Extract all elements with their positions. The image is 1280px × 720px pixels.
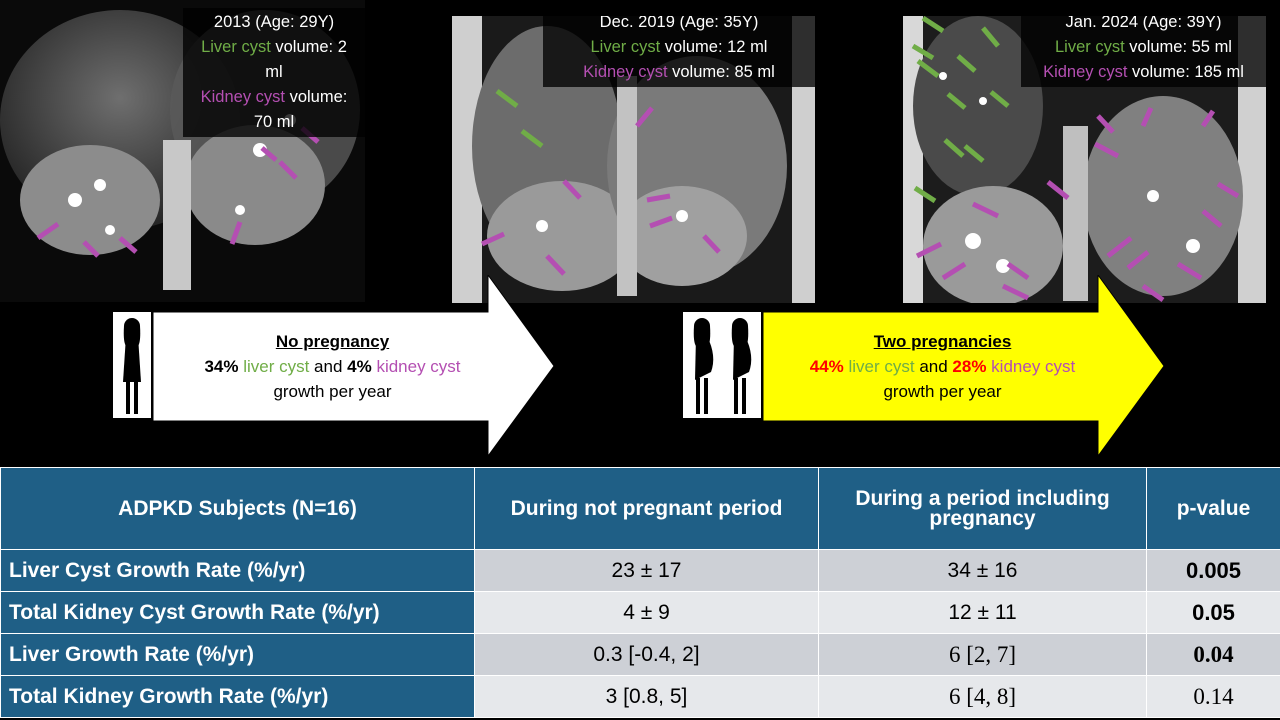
liver-cyst-volume: Liver cyst volume: 12 ml — [590, 38, 768, 56]
liver-cyst-volume: Liver cyst volume: 2 ml — [201, 38, 347, 81]
mri-image-2013: 2013 (Age: 29Y) Liver cyst volume: 2 ml … — [0, 0, 365, 302]
kidney-cyst-volume: Kidney cyst volume: 70 ml — [200, 88, 348, 131]
non-pregnant-woman-icon — [111, 310, 153, 420]
liver-cyst-volume: Liver cyst volume: 55 ml — [1055, 38, 1232, 56]
kidney-cyst-volume: Kidney cyst volume: 185 ml — [1043, 63, 1244, 81]
not-pregnant-value: 23 ± 17 — [474, 549, 819, 592]
row-label: Total Kidney Growth Rate (%/yr) — [0, 675, 475, 718]
pregnancy-value: 34 ± 16 — [818, 549, 1147, 592]
row-label: Liver Growth Rate (%/yr) — [0, 633, 475, 676]
p-value: 0.05 — [1146, 591, 1280, 634]
scan-date-label: Jan. 2024 (Age: 39Y) — [1065, 16, 1222, 31]
not-pregnant-value: 0.3 [-0.4, 2] — [474, 633, 819, 676]
mri-image-2024: Jan. 2024 (Age: 39Y) Liver cyst volume: … — [903, 16, 1266, 303]
header-p-value: p-value — [1146, 467, 1280, 550]
two-pregnancies-arrow — [763, 275, 1166, 458]
growth-summary: 34% liver cyst and 4% kidney cyst — [204, 357, 461, 376]
pregnancy-value: 12 ± 11 — [818, 591, 1147, 634]
mri-caption-2019: Dec. 2019 (Age: 35Y) Liver cyst volume: … — [543, 16, 815, 87]
pregnancy-value: 6 [4, 8] — [818, 675, 1147, 718]
table-header-row: ADPKD Subjects (N=16) During not pregnan… — [0, 467, 1280, 550]
no-pregnancy-arrow — [153, 275, 556, 458]
table-row: Total Kidney Growth Rate (%/yr) 3 [0.8, … — [0, 675, 1280, 718]
scan-date-label: Dec. 2019 (Age: 35Y) — [599, 16, 759, 31]
not-pregnant-value: 3 [0.8, 5] — [474, 675, 819, 718]
scan-date-label: 2013 (Age: 29Y) — [213, 13, 335, 31]
row-label: Total Kidney Cyst Growth Rate (%/yr) — [0, 591, 475, 634]
growth-summary-unit: growth per year — [273, 382, 392, 401]
mri-caption-2024: Jan. 2024 (Age: 39Y) Liver cyst volume: … — [1021, 16, 1266, 87]
kidney-cyst-volume: Kidney cyst volume: 85 ml — [583, 63, 775, 81]
arrow-heading: No pregnancy — [275, 332, 390, 351]
pregnant-women-icon — [681, 310, 763, 420]
arrow-heading: Two pregnancies — [873, 332, 1012, 351]
growth-rate-table: ADPKD Subjects (N=16) During not pregnan… — [0, 467, 1280, 718]
mri-caption-2013: 2013 (Age: 29Y) Liver cyst volume: 2 ml … — [183, 8, 365, 137]
p-value: 0.04 — [1146, 633, 1280, 676]
growth-summary: 44% liver cyst and 28% kidney cyst — [809, 357, 1076, 376]
p-value: 0.005 — [1146, 549, 1280, 592]
table-row: Total Kidney Cyst Growth Rate (%/yr) 4 ±… — [0, 591, 1280, 634]
table-row: Liver Growth Rate (%/yr) 0.3 [-0.4, 2] 6… — [0, 633, 1280, 676]
mri-image-2019: Dec. 2019 (Age: 35Y) Liver cyst volume: … — [452, 16, 815, 303]
header-pregnancy: During a period including pregnancy — [818, 467, 1147, 550]
mri-scan-graphic — [452, 16, 815, 303]
p-value: 0.14 — [1146, 675, 1280, 718]
header-subjects: ADPKD Subjects (N=16) — [0, 467, 475, 550]
table-row: Liver Cyst Growth Rate (%/yr) 23 ± 17 34… — [0, 549, 1280, 592]
no-pregnancy-text: No pregnancy 34% liver cyst and 4% kidne… — [170, 329, 495, 404]
two-pregnancies-text: Two pregnancies 44% liver cyst and 28% k… — [780, 329, 1105, 404]
pregnancy-value: 6 [2, 7] — [818, 633, 1147, 676]
growth-summary-unit: growth per year — [883, 382, 1002, 401]
header-not-pregnant: During not pregnant period — [474, 467, 819, 550]
row-label: Liver Cyst Growth Rate (%/yr) — [0, 549, 475, 592]
not-pregnant-value: 4 ± 9 — [474, 591, 819, 634]
